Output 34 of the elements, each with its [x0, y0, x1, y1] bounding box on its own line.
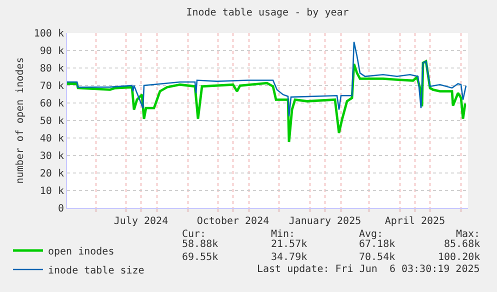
y-tick-label: 80 k	[40, 64, 64, 74]
line-series	[67, 41, 467, 117]
text: 21.57k	[271, 239, 308, 250]
text: 34.79k	[271, 252, 308, 263]
y-tick-label: 30 k	[40, 151, 64, 162]
text: 58.88k	[182, 239, 218, 250]
x-tick-label: April 2025	[384, 216, 446, 227]
chart-title: Inode table usage - by year	[186, 8, 349, 18]
y-tick-label: 90 k	[40, 46, 64, 57]
y-tick-label: 40 k	[40, 134, 64, 144]
y-tick-label: 10 k	[40, 186, 64, 197]
y-tick-label: 20 k	[40, 168, 64, 180]
x-tick-label: January 2025	[288, 216, 362, 227]
text: Max:	[456, 229, 480, 240]
text: 85.68k	[444, 239, 480, 250]
legend-label: inode table size	[48, 265, 144, 276]
y-tick-label: 50 k	[40, 116, 64, 127]
text: Avg:	[359, 229, 384, 240]
x-tick-label: October 2024	[196, 216, 270, 227]
text: Cur:	[182, 229, 206, 240]
text: 69.55k	[182, 252, 218, 263]
legend-label: open inodes	[48, 246, 114, 258]
x-tick-label: July 2024	[114, 216, 168, 227]
y-tick-label: 100 k	[34, 28, 64, 40]
line-series	[67, 60, 468, 144]
text: 100.20k	[438, 252, 480, 263]
y-tick-label: 70 k	[40, 81, 64, 92]
y-axis-title: number of open inodes	[14, 57, 26, 184]
text: 67.18k	[359, 239, 396, 250]
text: Min:	[271, 229, 296, 240]
text: 70.54k	[359, 252, 396, 263]
text: Last update: Fri Jun 6 03:30:19 2025	[257, 264, 480, 275]
y-tick-label: 0	[58, 204, 64, 214]
y-tick-label: 60 k	[40, 98, 64, 110]
